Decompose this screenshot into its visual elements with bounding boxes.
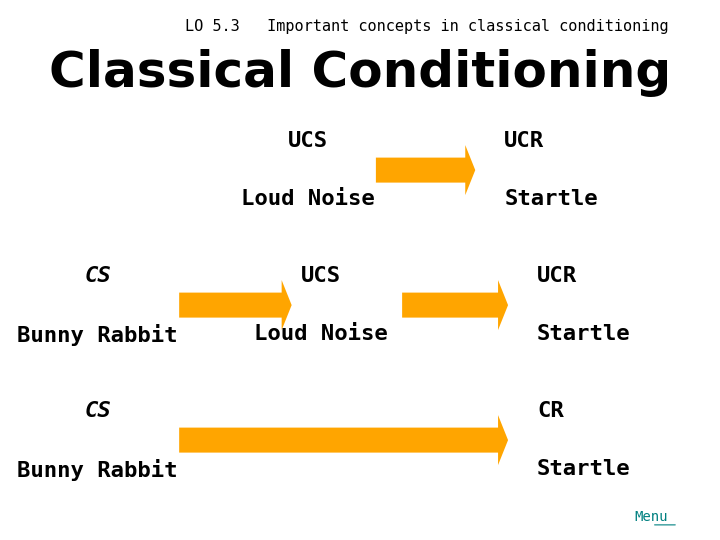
Text: Bunny Rabbit: Bunny Rabbit <box>17 459 178 481</box>
Text: Classical Conditioning: Classical Conditioning <box>49 49 671 97</box>
Text: Bunny Rabbit: Bunny Rabbit <box>17 324 178 346</box>
Text: Loud Noise: Loud Noise <box>253 324 387 344</box>
Text: Startle: Startle <box>537 324 631 344</box>
Text: UCS: UCS <box>300 266 341 286</box>
Text: CR: CR <box>537 401 564 421</box>
Text: Menu: Menu <box>635 510 668 524</box>
Text: UCR: UCR <box>537 266 577 286</box>
Text: Startle: Startle <box>537 459 631 479</box>
Text: CS: CS <box>84 266 111 286</box>
Text: Startle: Startle <box>504 189 598 209</box>
Text: CS: CS <box>84 401 111 421</box>
Text: Loud Noise: Loud Noise <box>240 189 374 209</box>
Text: LO 5.3   Important concepts in classical conditioning: LO 5.3 Important concepts in classical c… <box>184 19 668 34</box>
Text: UCS: UCS <box>287 131 328 151</box>
Text: UCR: UCR <box>504 131 544 151</box>
